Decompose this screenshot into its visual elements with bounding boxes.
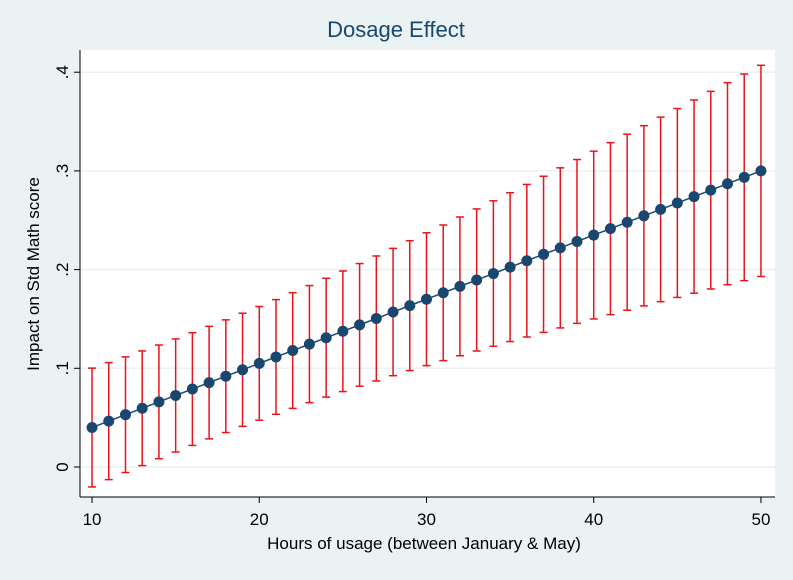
point xyxy=(387,306,399,318)
point xyxy=(320,332,332,344)
y-axis-label: Impact on Std Math score xyxy=(24,177,43,371)
x-tick-label: 50 xyxy=(751,510,770,529)
y-tick-label: 0 xyxy=(53,462,72,471)
point xyxy=(671,197,683,209)
point xyxy=(220,370,232,382)
point xyxy=(370,312,382,324)
point xyxy=(655,203,667,215)
chart-title: Dosage Effect xyxy=(327,17,465,42)
point xyxy=(588,229,600,241)
point xyxy=(86,422,98,434)
point xyxy=(153,396,165,408)
point xyxy=(136,402,148,414)
point xyxy=(471,274,483,286)
point xyxy=(604,223,616,235)
plot-area xyxy=(80,50,775,497)
point xyxy=(454,280,466,292)
point xyxy=(203,377,215,389)
y-tick-label: .2 xyxy=(53,263,72,277)
point xyxy=(404,300,416,312)
point xyxy=(170,389,182,401)
y-tick-label: .3 xyxy=(53,164,72,178)
point xyxy=(538,248,550,260)
point xyxy=(237,364,249,376)
point xyxy=(688,191,700,203)
point xyxy=(270,351,282,363)
point xyxy=(287,345,299,357)
point xyxy=(621,216,633,228)
point xyxy=(119,409,131,421)
point xyxy=(253,357,265,369)
point xyxy=(638,210,650,222)
x-tick-label: 10 xyxy=(83,510,102,529)
point xyxy=(420,293,432,305)
point xyxy=(554,242,566,254)
point xyxy=(571,235,583,247)
x-tick-label: 40 xyxy=(584,510,603,529)
point xyxy=(437,287,449,299)
point xyxy=(705,184,717,196)
point xyxy=(337,325,349,337)
point xyxy=(303,338,315,350)
point xyxy=(521,255,533,267)
x-tick-label: 30 xyxy=(417,510,436,529)
point xyxy=(186,383,198,395)
point xyxy=(103,415,115,427)
point xyxy=(487,268,499,280)
point xyxy=(738,171,750,183)
y-tick-label: .1 xyxy=(53,361,72,375)
x-tick-label: 20 xyxy=(250,510,269,529)
point xyxy=(755,165,767,177)
y-tick-label: .4 xyxy=(53,65,72,79)
point xyxy=(354,319,366,331)
x-axis-label: Hours of usage (between January & May) xyxy=(267,534,581,553)
point xyxy=(722,178,734,190)
point xyxy=(504,261,516,273)
